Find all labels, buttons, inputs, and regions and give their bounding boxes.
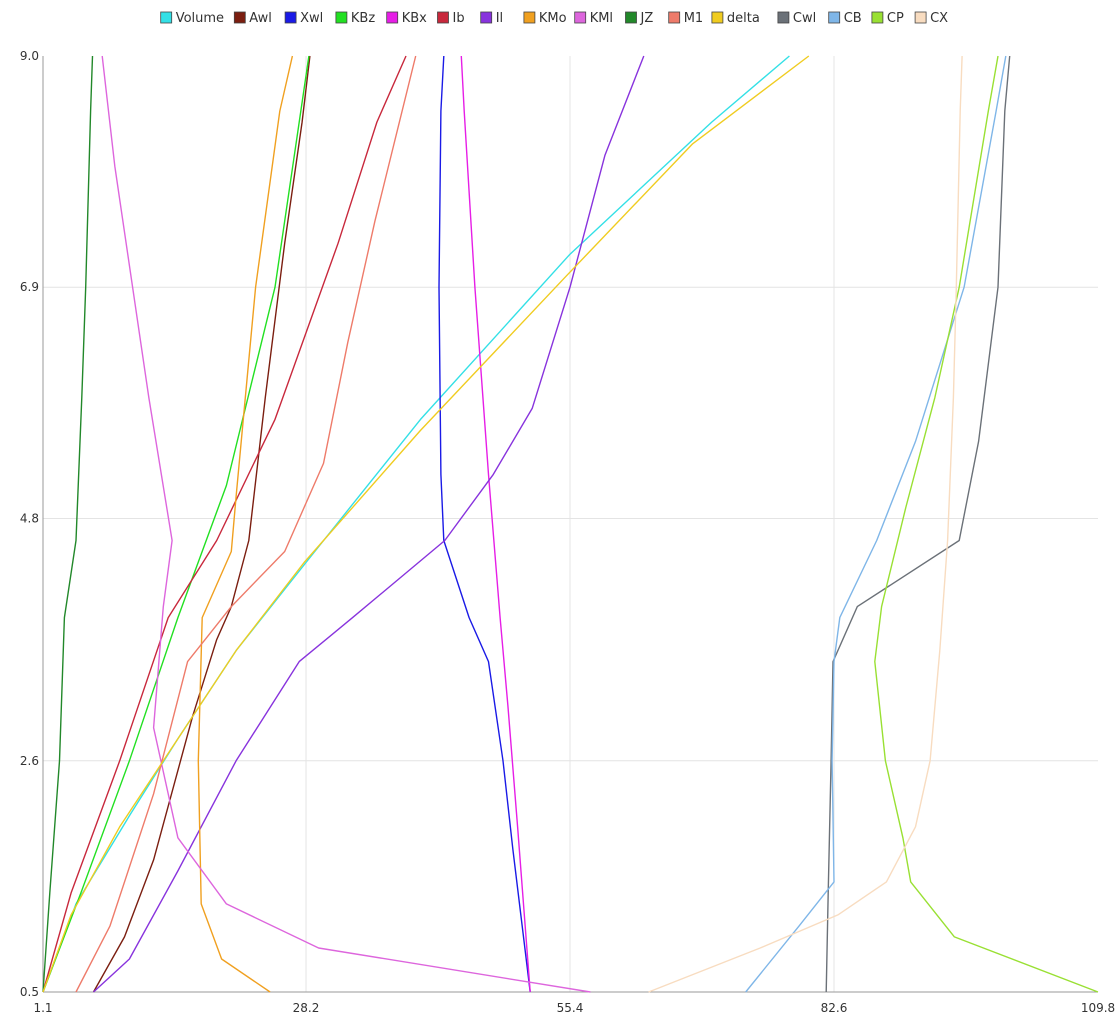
legend-swatch [233,11,246,24]
series-line-cwl [825,55,1011,993]
tick-labels: 1.1 28.2 55.4 82.6 109.8 0.5 2.6 4.8 6.9 9.0 [20,49,1115,1015]
legend-label: CB [844,11,862,26]
x-tick-label: 82.6 [821,1001,848,1015]
legend-item-awl: Awl [233,11,272,26]
legend-swatch [711,11,724,24]
series-line-delta [42,55,810,993]
y-tick-label: 9.0 [20,49,39,63]
legend-label: Ib [453,11,465,26]
legend-swatch [335,11,348,24]
legend: Volume Awl Xwl KBz KBx Ib Il KMo KMl JZ M1 delta Cwl… [160,11,948,26]
legend-swatch [386,11,399,24]
legend-swatch [625,11,637,24]
legend-label: JZ [640,11,654,26]
legend-label: CP [887,11,904,26]
legend-item-kbz: KBz [335,11,375,26]
series-line-kml [101,55,591,993]
legend-item-cwl: Cwl [777,11,816,26]
legend-swatch [284,11,297,24]
legend-swatch [523,11,536,24]
series-lines [42,55,1099,993]
series-line-awl [92,55,311,993]
legend-swatch [574,11,587,24]
series-line-jz [42,55,94,993]
legend-label: Volume [176,11,224,26]
legend-label: KBz [351,11,375,26]
legend-item-kml: KMl [574,11,613,26]
series-line-cp [874,55,1099,993]
x-tick-label: 55.4 [557,1001,584,1015]
axes [42,56,1098,993]
x-tick-label: 1.1 [33,1001,52,1015]
legend-item-m1: M1 [668,11,704,26]
y-tick-label: 0.5 [20,985,39,999]
legend-item-ib: Ib [437,11,465,26]
legend-label: KMo [539,11,567,26]
legend-swatch [828,11,841,24]
legend-item-cx: CX [914,11,948,26]
grid [43,56,1098,992]
y-tick-label: 4.8 [20,511,39,525]
legend-item-xwl: Xwl [284,11,323,26]
legend-label: CX [930,11,948,26]
legend-item-kmo: KMo [523,11,567,26]
legend-item-kbx: KBx [386,11,427,26]
legend-label: delta [727,11,760,26]
series-line-xwl [438,55,531,993]
legend-swatch [777,11,790,24]
x-tick-label: 109.8 [1081,1001,1115,1015]
legend-label: Awl [249,11,272,26]
legend-item-jz: JZ [625,11,654,26]
series-line-m1 [75,55,417,993]
y-tick-label: 6.9 [20,280,39,294]
legend-item-cp: CP [871,11,904,26]
legend-label: Cwl [793,11,816,26]
legend-item-delta: delta [711,11,760,26]
series-line-kmo [197,55,294,993]
series-line-cx [648,55,963,993]
legend-swatch [871,11,884,24]
legend-swatch [160,11,173,24]
legend-label: Xwl [300,11,323,26]
legend-item-il: Il [480,11,503,26]
legend-item-cb: CB [828,11,862,26]
legend-label: KMl [590,11,613,26]
legend-label: KBx [402,11,427,26]
series-line-volume [42,55,790,993]
legend-label: M1 [684,11,704,26]
legend-swatch [668,11,681,24]
legend-swatch [480,11,493,24]
legend-label: Il [496,11,503,26]
series-line-kbz [42,55,310,993]
series-line-kbx [460,55,531,993]
y-tick-label: 2.6 [20,754,39,768]
legend-swatch [437,11,449,24]
series-line-ib [42,55,407,993]
x-tick-label: 28.2 [293,1001,320,1015]
series-line-il [93,55,645,993]
legend-swatch [914,11,927,24]
legend-item-volume: Volume [160,11,224,26]
series-line-cb [745,55,1007,993]
